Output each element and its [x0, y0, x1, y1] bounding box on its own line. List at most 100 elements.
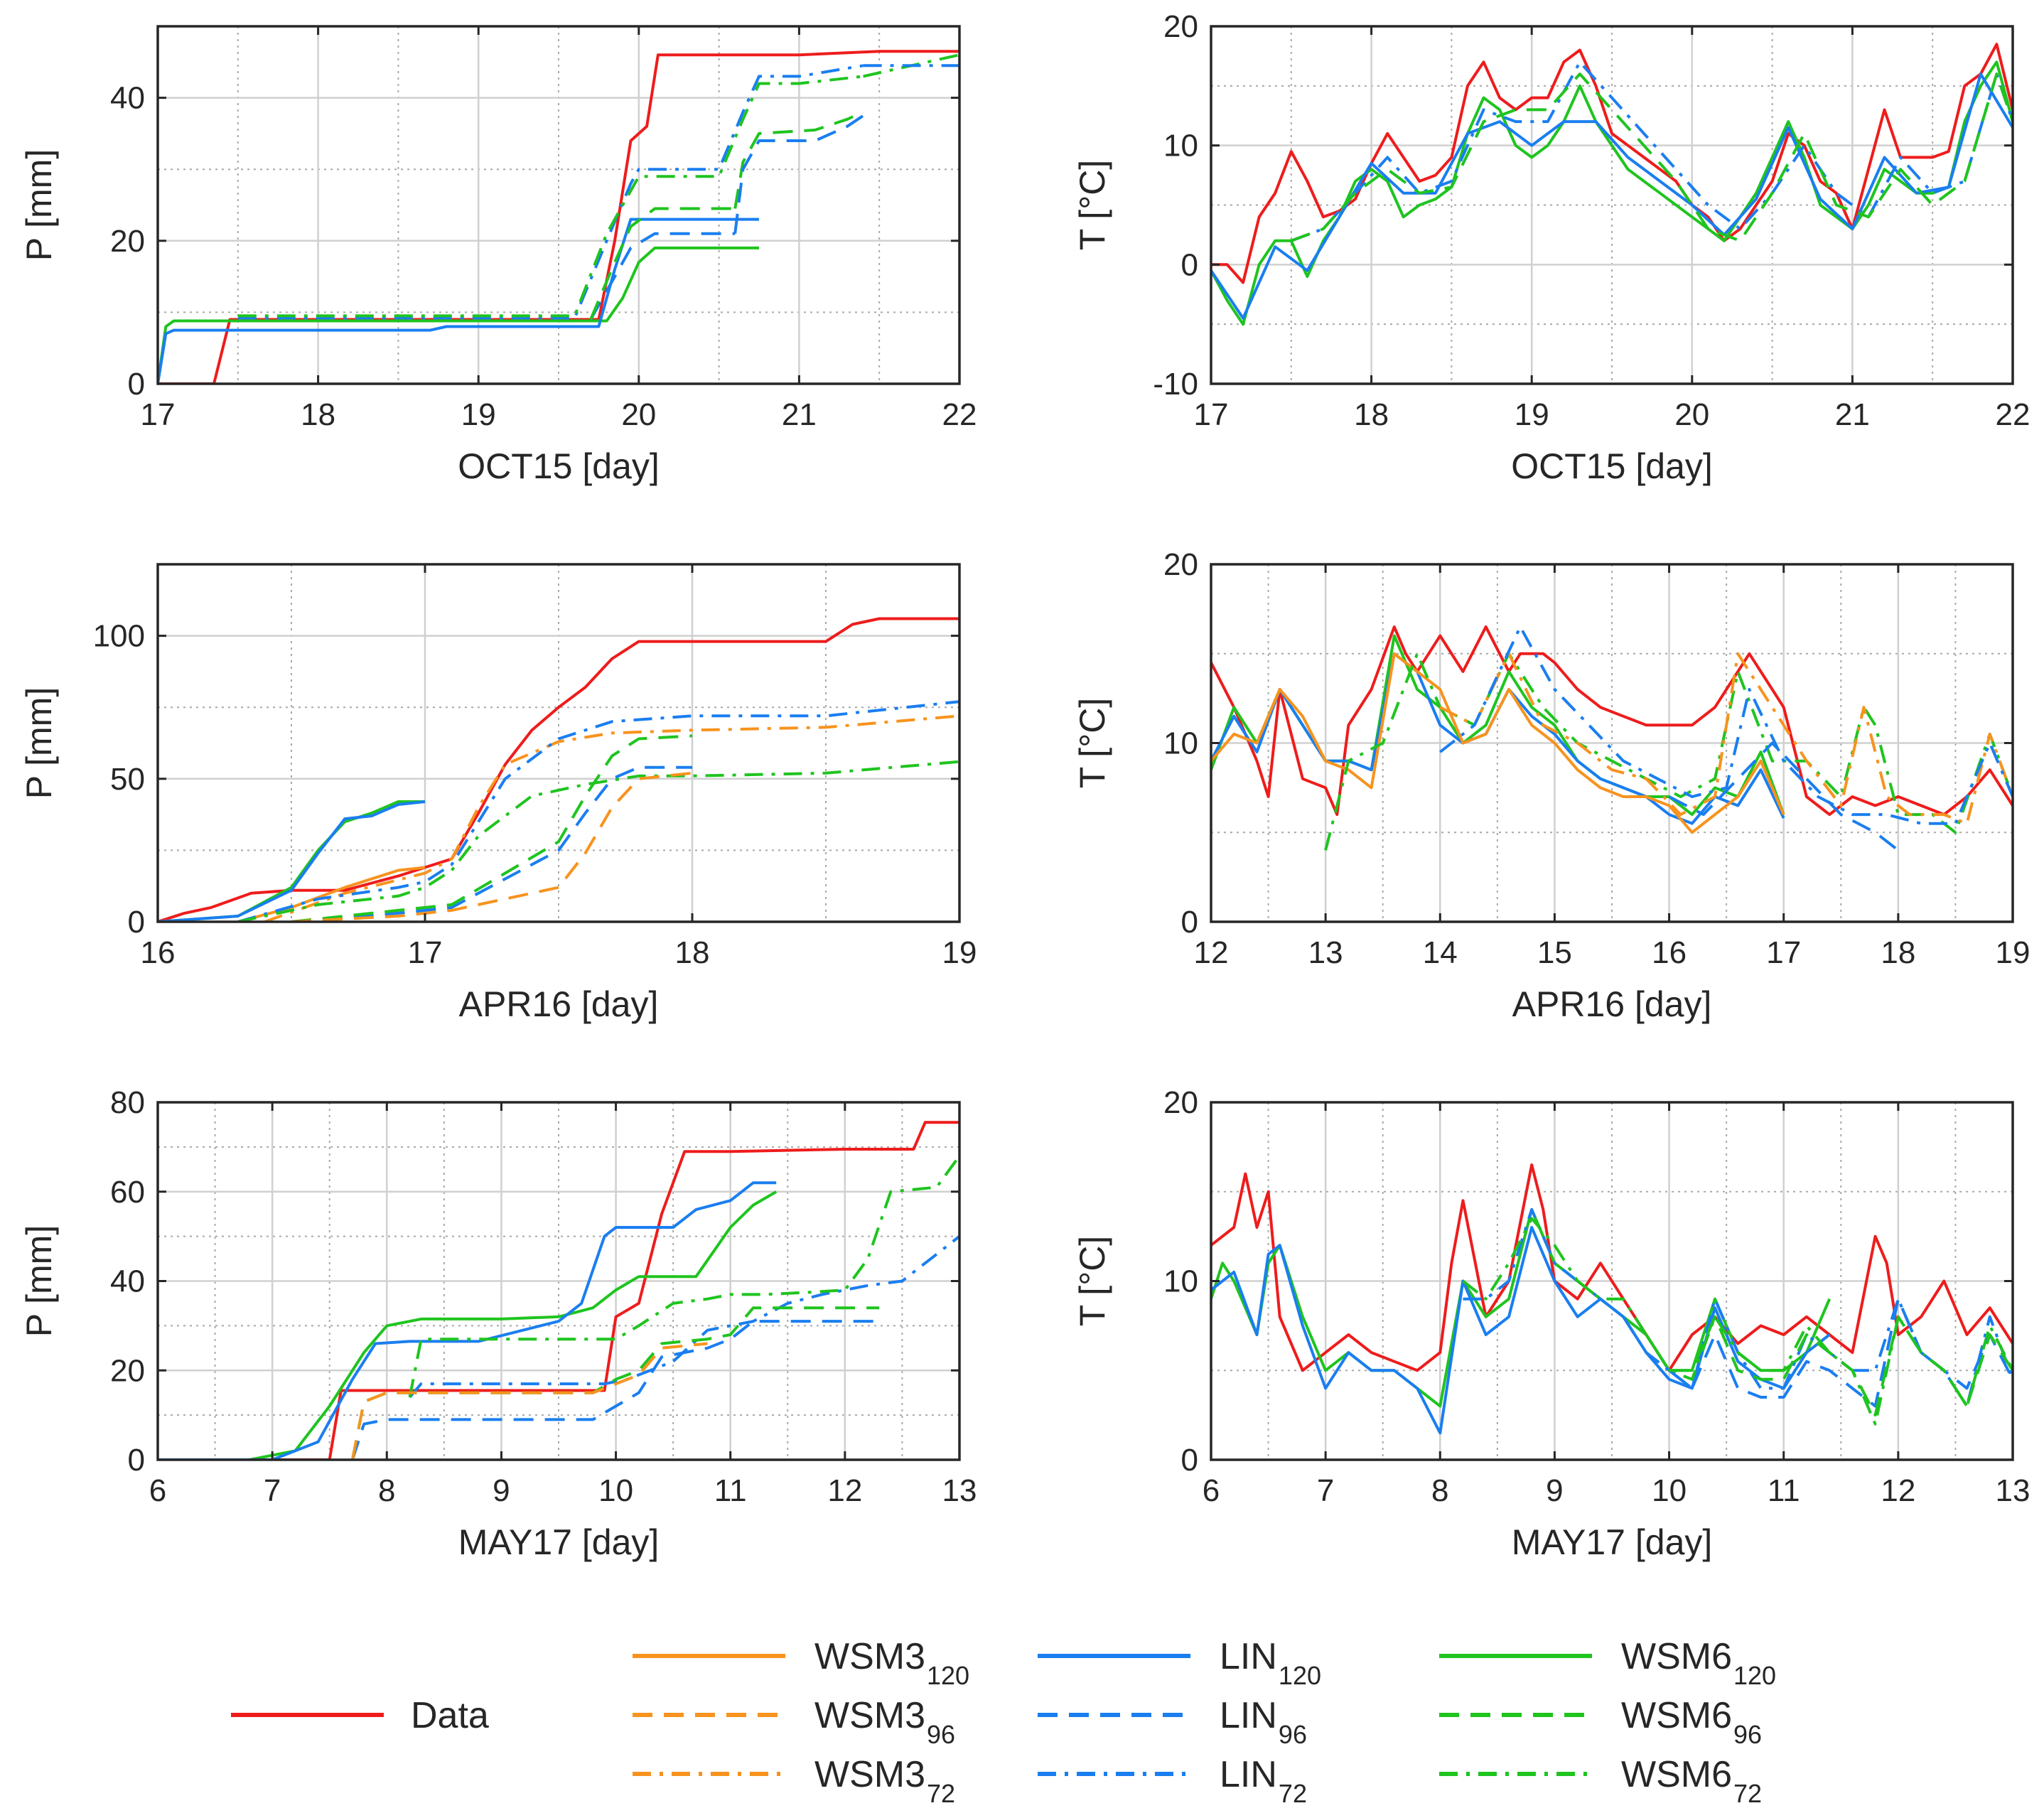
y-axis-label: P [mm] [19, 149, 59, 261]
x-tick-label: 19 [942, 935, 977, 970]
series-line-lin-96 [350, 1320, 880, 1460]
x-tick-label: 12 [827, 1473, 862, 1508]
panel-may17-temp: 6 7 8 9 10 11 12 13 0 10 20 MAY17 [day] T [°C] [1072, 1085, 2030, 1562]
y-tick-label: 20 [110, 224, 145, 259]
series-line-data-120 [1211, 625, 2013, 817]
x-tick-label: 16 [141, 935, 176, 970]
x-tick-label: 7 [1317, 1473, 1334, 1508]
legend-subscript: 96 [927, 1720, 955, 1749]
series-line-wsm6-72 [408, 1155, 959, 1398]
plot-area [1211, 26, 2013, 384]
legend-subscript: 120 [1733, 1661, 1776, 1690]
series-line-data-120 [158, 617, 959, 922]
x-tick-label: 13 [1308, 935, 1343, 970]
x-tick-label: 20 [1674, 397, 1709, 432]
panel-may17-precip: 6 7 8 9 10 11 12 13 0 20 40 60 80 MAY17 [day] P [mm] [19, 1085, 977, 1562]
x-tick-label: 12 [1881, 1473, 1915, 1508]
x-tick-label: 20 [621, 397, 656, 432]
series-line-wsm6-96 [589, 207, 736, 321]
y-axis-label: T [°C] [1072, 698, 1112, 788]
x-tick-label: 14 [1423, 935, 1458, 970]
y-tick-label: 60 [110, 1175, 145, 1210]
y-axis-label: P [mm] [19, 1225, 59, 1337]
x-axis-label: OCT15 [day] [1511, 446, 1712, 486]
y-tick-label: 0 [128, 367, 145, 402]
series-line-wsm6-120 [158, 1190, 778, 1460]
series-line-lin-96 [291, 765, 692, 922]
x-tick-label: 12 [1194, 935, 1229, 970]
legend-label-lin-120: LIN [1220, 1636, 1277, 1677]
series-line-wsm6-72 [237, 75, 864, 318]
x-tick-label: 17 [1194, 397, 1229, 432]
series-line-lin-96 [589, 232, 736, 321]
x-tick-label: 17 [1766, 935, 1801, 970]
series-group [1211, 625, 2013, 851]
legend-label-wsm3-120: WSM3 [814, 1636, 925, 1677]
series-line-lin-120 [158, 1181, 777, 1460]
legend-subscript: 72 [1733, 1779, 1762, 1808]
legend-label-data: Data [411, 1695, 489, 1736]
y-tick-label: 80 [110, 1085, 145, 1120]
y-tick-label: 0 [1181, 905, 1198, 940]
legend-label-lin-96: LIN [1220, 1695, 1277, 1736]
panel-oct15-precip: 17 18 19 20 21 22 0 20 40 OCT15 [day] P [mm] [19, 25, 977, 486]
series-line-lin-120 [158, 800, 426, 922]
series-line-lin-120 [158, 217, 759, 384]
y-tick-label: 0 [128, 1443, 145, 1478]
series-line-lin-120 [1211, 1226, 1831, 1435]
legend-label-wsm6-120: WSM6 [1621, 1636, 1732, 1677]
legend-label-lin-72: LIN [1220, 1754, 1277, 1795]
y-tick-label: 20 [110, 1353, 145, 1388]
y-tick-label: 0 [1181, 247, 1198, 282]
x-tick-label: 9 [1546, 1473, 1563, 1508]
panel-oct15-temp: 17 18 19 20 21 22 -10 0 10 20 OCT15 [day] T [°C] [1072, 9, 2030, 486]
y-tick-label: 40 [110, 81, 145, 116]
series-line-wsm6-72 [1324, 652, 2013, 851]
x-axis-label: OCT15 [day] [458, 446, 659, 486]
x-tick-label: 22 [942, 397, 977, 432]
series-line-lin-72 [1291, 60, 2013, 242]
y-axis-label: P [mm] [19, 687, 59, 799]
y-tick-label: 0 [128, 905, 145, 940]
y-tick-label: -10 [1153, 367, 1198, 402]
y-tick-label: 10 [1163, 1264, 1198, 1299]
y-tick-label: 10 [1163, 726, 1198, 761]
x-tick-label: 21 [782, 397, 817, 432]
y-axis-label: T [°C] [1072, 1236, 1112, 1326]
x-tick-label: 17 [408, 935, 443, 970]
series-line-lin-72 [408, 1235, 959, 1399]
x-tick-label: 11 [714, 1473, 747, 1508]
y-tick-label: 20 [1163, 1085, 1198, 1120]
series-group [158, 1121, 959, 1460]
series-line-wsm6-96 [291, 734, 693, 922]
series-line-wsm6-96 [1669, 1315, 2013, 1417]
series-line-wsm3-120 [1211, 652, 1785, 834]
x-tick-label: 7 [264, 1473, 281, 1508]
series-line-wsm3-96 [291, 771, 693, 922]
series-line-lin-72 [237, 700, 959, 922]
x-tick-label: 13 [942, 1473, 977, 1508]
x-tick-label: 17 [141, 397, 176, 432]
x-axis-label: APR16 [day] [459, 984, 659, 1024]
series-line-wsm3-120 [237, 866, 426, 922]
x-tick-label: 11 [1768, 1473, 1800, 1508]
series-group [158, 617, 959, 922]
legend-subscript: 120 [927, 1661, 969, 1690]
x-tick-label: 16 [1652, 935, 1687, 970]
y-tick-label: 100 [93, 619, 145, 654]
series-line-lin-72 [1439, 625, 2013, 825]
legend-label-wsm6-96: WSM6 [1621, 1695, 1732, 1736]
legend-label-wsm3-96: WSM3 [814, 1695, 925, 1736]
series-line-wsm3-96 [350, 1342, 708, 1460]
legend-subscript: 96 [1733, 1720, 1762, 1749]
panel-apr16-precip: 16 17 18 19 0 50 100 APR16 [day] P [mm] [19, 563, 977, 1024]
y-tick-label: 0 [1181, 1443, 1198, 1478]
x-tick-label: 10 [1652, 1473, 1687, 1508]
x-tick-label: 8 [1431, 1473, 1448, 1508]
x-tick-label: 19 [461, 397, 496, 432]
series-line-wsm6-72 [237, 760, 959, 922]
x-tick-label: 18 [1881, 935, 1915, 970]
y-tick-label: 50 [110, 762, 145, 797]
